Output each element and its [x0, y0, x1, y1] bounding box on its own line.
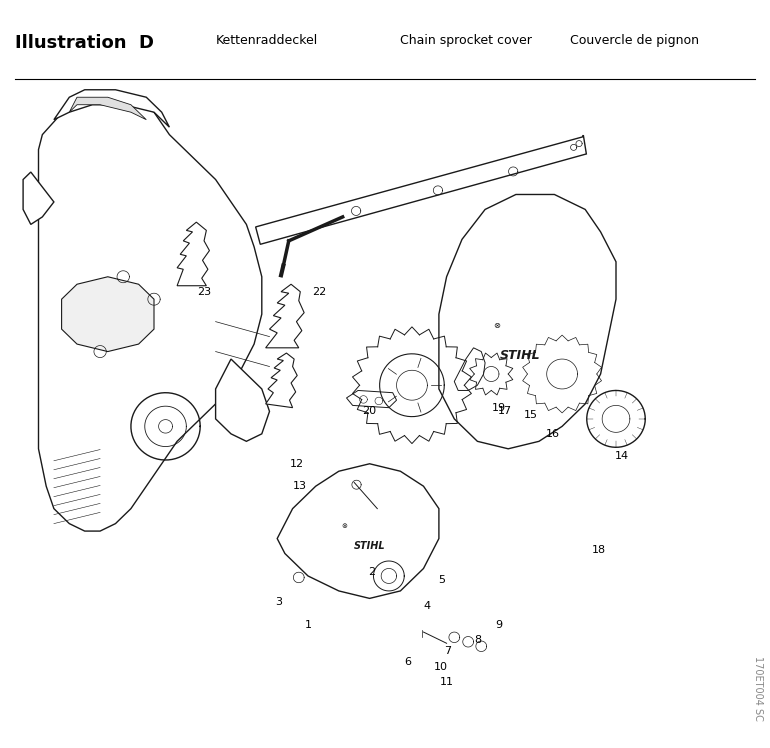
Text: 7: 7 [444, 646, 452, 656]
Polygon shape [346, 390, 397, 408]
Polygon shape [69, 97, 146, 120]
Text: 13: 13 [293, 481, 307, 491]
Text: 4: 4 [423, 601, 430, 611]
Text: Kettenraddeckel: Kettenraddeckel [216, 34, 318, 46]
Text: 11: 11 [440, 677, 454, 687]
Text: 9: 9 [495, 619, 503, 630]
Text: 19: 19 [492, 402, 506, 413]
Text: 15: 15 [524, 410, 538, 420]
Text: 8: 8 [474, 634, 481, 645]
Text: Illustration  D: Illustration D [15, 34, 155, 52]
Polygon shape [216, 359, 270, 441]
Text: 3: 3 [275, 597, 283, 607]
Polygon shape [38, 97, 262, 531]
Text: $\otimes$: $\otimes$ [493, 321, 500, 330]
Text: Couvercle de pignon: Couvercle de pignon [570, 34, 699, 46]
Text: 23: 23 [197, 286, 211, 297]
Polygon shape [277, 464, 439, 598]
Text: STIHL: STIHL [500, 349, 540, 362]
Text: 170ET004 SC: 170ET004 SC [754, 656, 763, 720]
Polygon shape [62, 277, 154, 352]
Text: 14: 14 [615, 451, 629, 462]
Text: Chain sprocket cover: Chain sprocket cover [400, 34, 532, 46]
Text: 10: 10 [434, 662, 447, 672]
Text: 1: 1 [304, 619, 312, 630]
Polygon shape [23, 172, 54, 224]
Text: 17: 17 [498, 406, 512, 417]
Text: 22: 22 [313, 286, 326, 297]
Text: 12: 12 [290, 459, 303, 469]
Text: 18: 18 [592, 545, 606, 555]
Text: 2: 2 [368, 567, 376, 577]
Polygon shape [439, 194, 616, 449]
Polygon shape [54, 90, 169, 127]
Text: 6: 6 [404, 657, 412, 667]
Text: STIHL: STIHL [353, 541, 386, 551]
Polygon shape [266, 284, 304, 348]
Polygon shape [256, 135, 587, 245]
Text: 16: 16 [546, 429, 560, 439]
Polygon shape [266, 353, 297, 408]
Text: 5: 5 [438, 574, 446, 585]
Text: 20: 20 [363, 406, 377, 417]
Polygon shape [177, 222, 209, 286]
Polygon shape [454, 348, 485, 390]
Text: $\otimes$: $\otimes$ [341, 521, 349, 530]
